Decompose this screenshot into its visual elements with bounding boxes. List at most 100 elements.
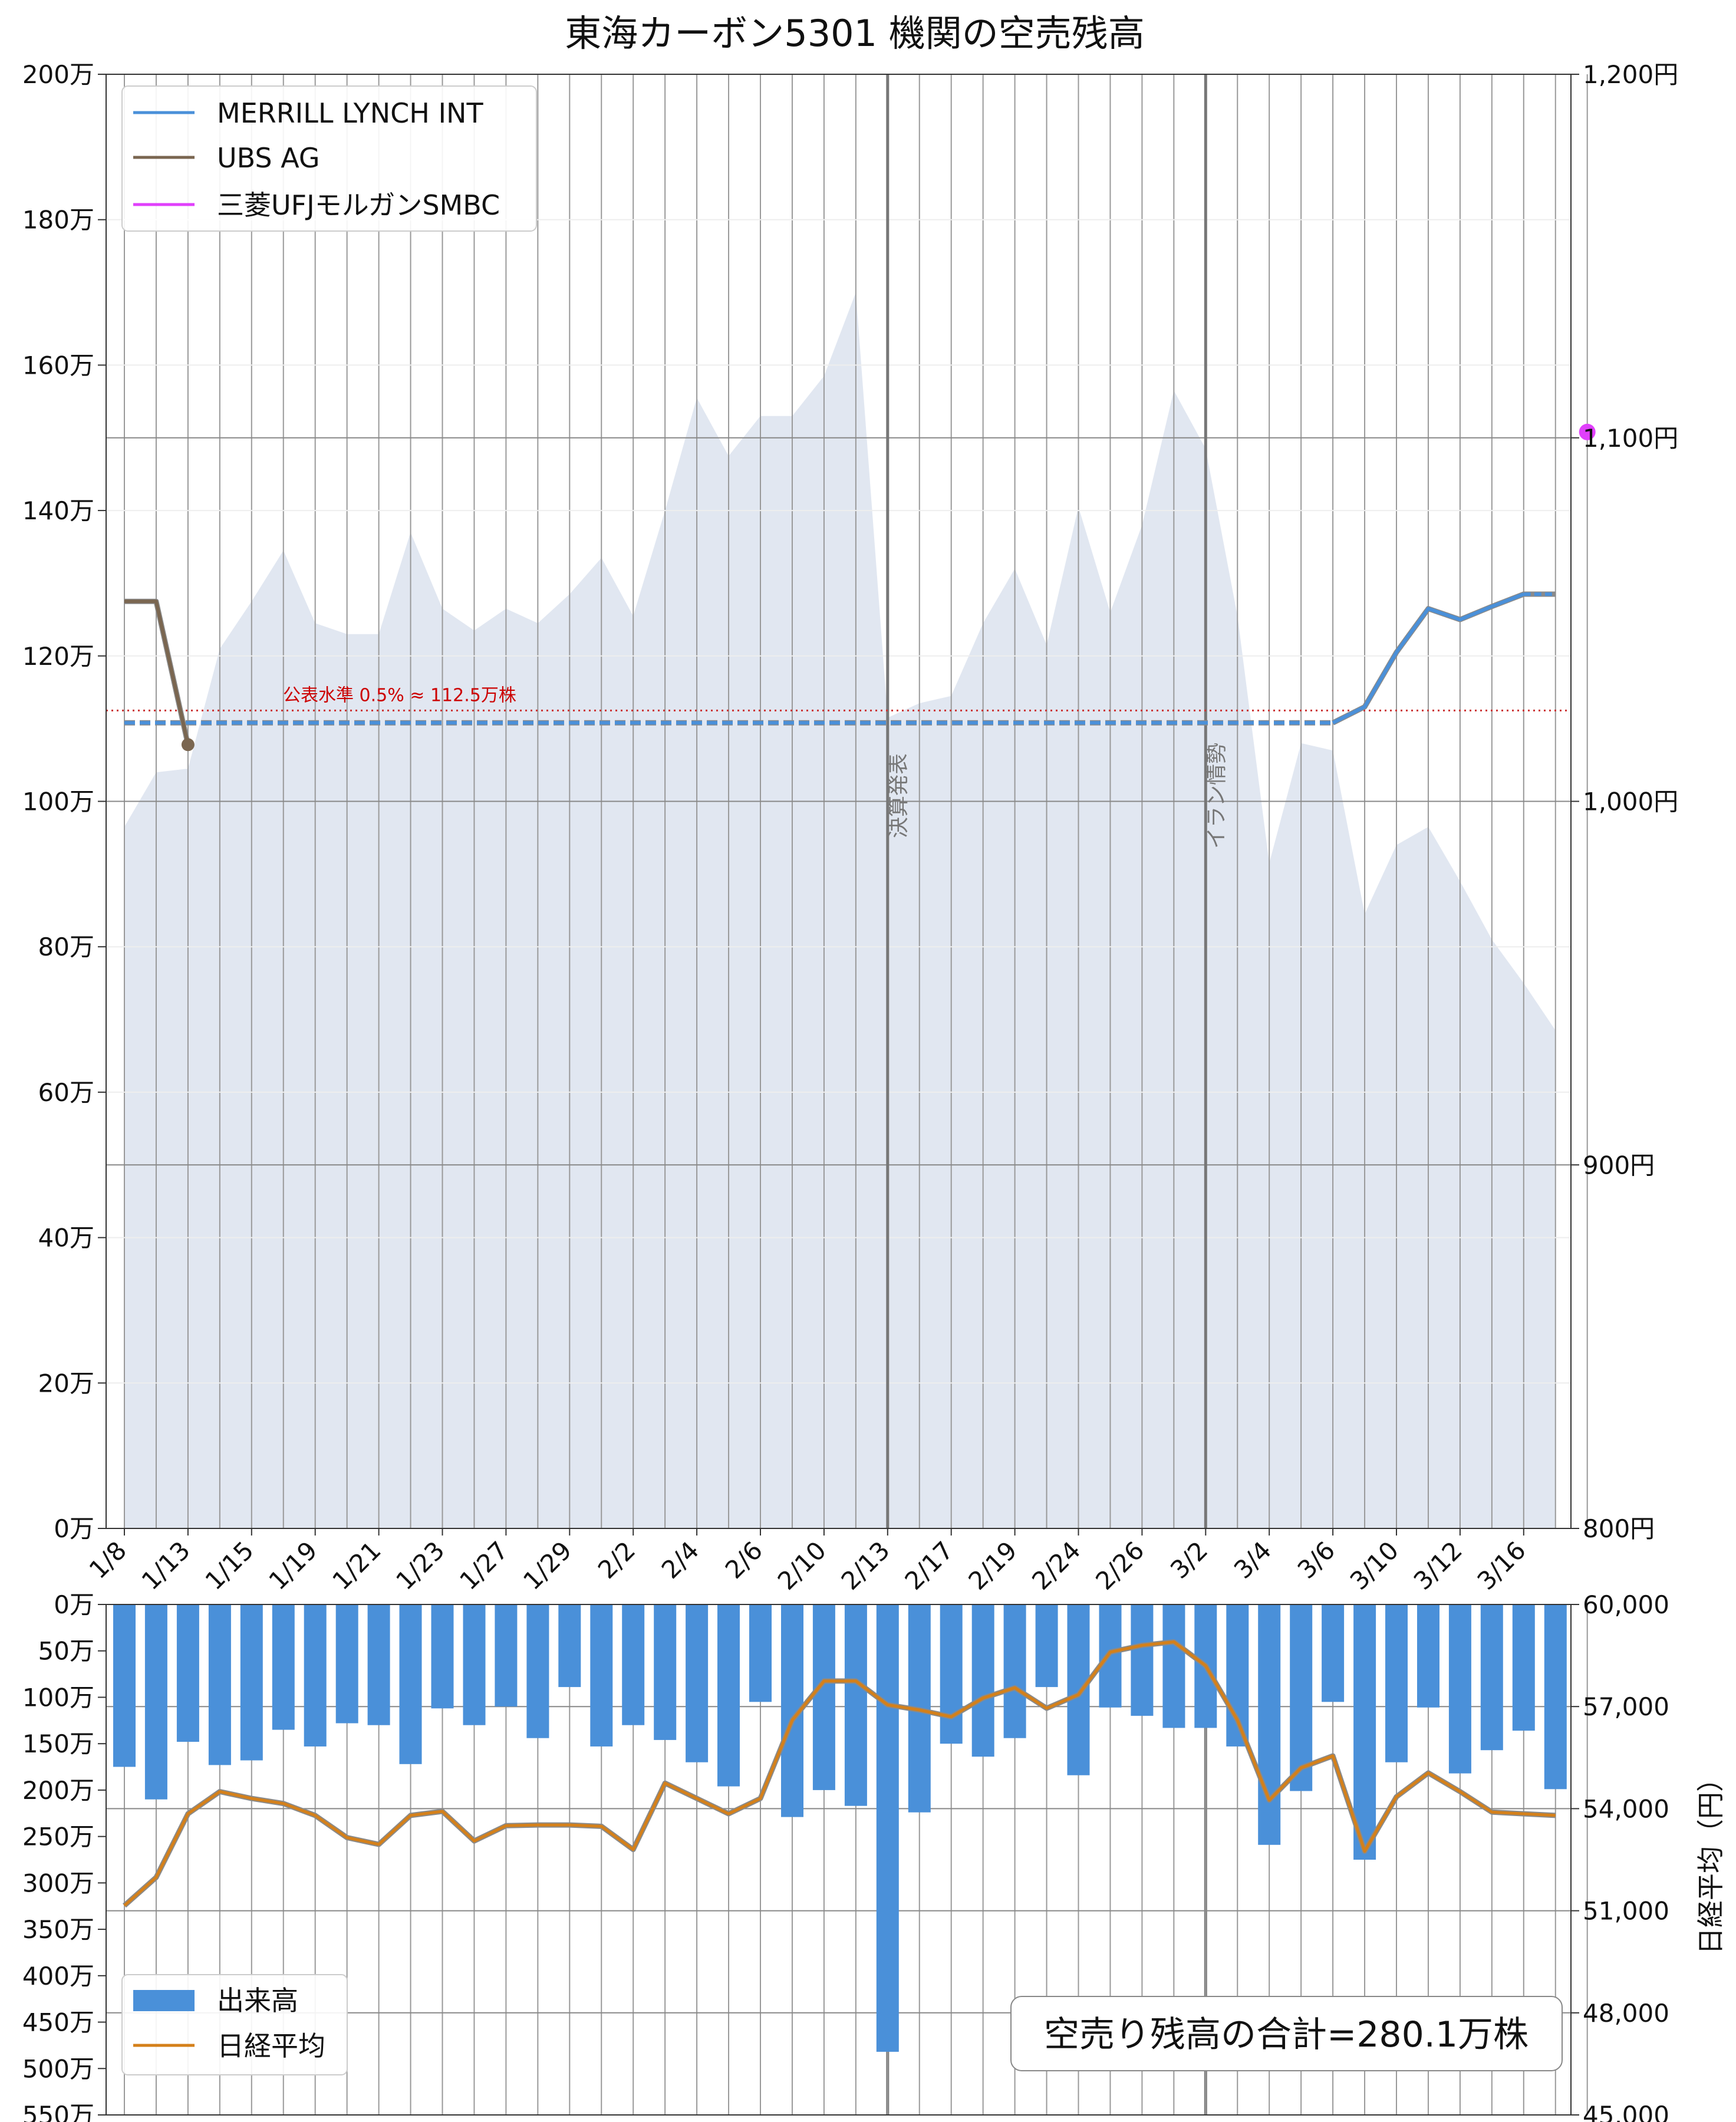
- volume-bar: [1290, 1604, 1313, 1791]
- volume-bar: [1353, 1604, 1376, 1860]
- volume-bar: [144, 1604, 167, 1800]
- volume-bar: [495, 1604, 518, 1707]
- volume-bars: [113, 1604, 1567, 2052]
- volume-bar: [335, 1604, 358, 1724]
- volume-bar: [1035, 1604, 1058, 1688]
- volume-bar: [1258, 1604, 1281, 1845]
- price-area: [124, 292, 1556, 1528]
- threshold-label: 公表水準 0.5% ≈ 112.5万株: [283, 685, 516, 706]
- volume-bar: [622, 1604, 645, 1725]
- bottom-y2-tick-label: 54,000: [1583, 1794, 1669, 1823]
- bottom-y-axis: 0万 50万 100万 150万 200万 250万 300万 350万 400万 450万 500…: [22, 1590, 106, 2122]
- bottom-y-tick-label: 500万: [22, 2054, 94, 2083]
- volume-bar: [1131, 1604, 1154, 1716]
- volume-bar: [1003, 1604, 1026, 1738]
- bottom-y-tick-label: 400万: [22, 1962, 94, 1991]
- top-y-tick-label: 100万: [22, 787, 94, 816]
- total-annotation: 空売り残高の合計=280.1万株: [1010, 1996, 1563, 2071]
- volume-bar: [272, 1604, 295, 1730]
- top-y-tick-label: 0万: [54, 1514, 94, 1543]
- volume-bar: [1322, 1604, 1345, 1702]
- legend-label-nikkei: 日経平均: [217, 2030, 325, 2062]
- volume-bar: [208, 1604, 231, 1765]
- top-y2-tick-label: 1,200円: [1583, 60, 1678, 89]
- volume-bar: [1448, 1604, 1471, 1774]
- volume-bar: [876, 1604, 899, 2052]
- volume-bar: [654, 1604, 677, 1740]
- legend-label-volume: 出来高: [217, 1985, 298, 2016]
- bottom-plot-frame: [106, 1604, 1572, 2116]
- volume-bar: [399, 1604, 422, 1764]
- volume-bar: [463, 1604, 486, 1725]
- legend-label-merrill: MERRILL LYNCH INT: [217, 97, 483, 129]
- top-y-tick-label: 20万: [38, 1369, 94, 1398]
- bottom-y2-tick-label: 45,000: [1583, 2101, 1669, 2122]
- top-y-axis: 0万 20万 40万 60万 80万 100万 120万 140万 160万 180万 200万: [22, 60, 106, 1543]
- top-y2-tick-label: 1,100円: [1583, 424, 1678, 453]
- top-y2-tick-label: 1,000円: [1583, 787, 1678, 816]
- bottom-y2-tick-label: 60,000: [1583, 1590, 1669, 1619]
- volume-bar: [590, 1604, 613, 1747]
- top-y2-tick-label: 900円: [1583, 1151, 1655, 1179]
- top-y-tick-label: 160万: [22, 351, 94, 380]
- volume-bar: [686, 1604, 709, 1762]
- top-legend: MERRILL LYNCH INT UBS AG 三菱UFJモルガンSMBC: [121, 85, 537, 232]
- nikkei-line-path: [123, 1640, 1556, 1907]
- volume-bar: [1544, 1604, 1567, 1790]
- volume-bar: [240, 1604, 263, 1761]
- total-annotation-text: 空売り残高の合計=280.1万株: [1044, 2014, 1529, 2055]
- bottom-y-tick-label: 50万: [38, 1637, 94, 1666]
- event-label: 決算発表: [887, 753, 911, 838]
- volume-bar: [1162, 1604, 1185, 1728]
- bottom-y2-label: 日経平均（円）: [1695, 1765, 1727, 1955]
- volume-bar: [1480, 1604, 1503, 1751]
- bottom-legend: 出来高 日経平均: [121, 1974, 348, 2075]
- legend-swatch-volume: [133, 1990, 195, 2011]
- merrill-solid-line: [1332, 592, 1524, 724]
- volume-bar: [367, 1604, 390, 1725]
- top-y2-axis: 800円 900円 1,000円 1,100円 1,200円: [1571, 60, 1678, 1543]
- volume-bar: [431, 1604, 454, 1709]
- bottom-y-tick-label: 300万: [22, 1869, 94, 1897]
- volume-bar: [940, 1604, 963, 1744]
- volume-bar: [717, 1604, 740, 1787]
- event-label: イラン情勢: [1204, 743, 1228, 849]
- volume-bar: [526, 1604, 549, 1738]
- bottom-y-tick-label: 350万: [22, 1915, 94, 1944]
- volume-bar: [1067, 1604, 1090, 1775]
- top-legend-box: [121, 85, 537, 232]
- chart-title: 東海カーボン5301 機関の空売残高: [565, 12, 1145, 55]
- volume-bar: [1417, 1604, 1439, 1708]
- bottom-y-tick-label: 150万: [22, 1729, 94, 1758]
- nikkei-line: [123, 1639, 1556, 1908]
- short-series: [124, 423, 1596, 752]
- volume-bar: [113, 1604, 136, 1767]
- ubs-line: [124, 599, 190, 745]
- top-y2-tick-label: 800円: [1583, 1514, 1655, 1543]
- volume-bar: [1512, 1604, 1535, 1731]
- volume-bar: [749, 1604, 772, 1702]
- volume-bar: [304, 1604, 327, 1747]
- top-y-tick-label: 60万: [38, 1078, 94, 1107]
- volume-bar: [971, 1604, 994, 1757]
- bottom-y-tick-label: 550万: [22, 2101, 94, 2122]
- top-y-tick-label: 80万: [38, 933, 94, 961]
- bottom-y-tick-label: 0万: [54, 1590, 94, 1619]
- top-y-tick-label: 40万: [38, 1224, 94, 1253]
- bottom-y-tick-label: 250万: [22, 1823, 94, 1851]
- threshold: 公表水準 0.5% ≈ 112.5万株: [106, 685, 1571, 711]
- ubs-end-marker: [181, 738, 195, 752]
- bottom-y2-tick-label: 57,000: [1583, 1692, 1669, 1721]
- volume-bar: [558, 1604, 581, 1688]
- bottom-y-tick-label: 200万: [22, 1776, 94, 1805]
- bottom-y2-axis: 45,000 48,000 51,000 54,000 57,000 60,000: [1571, 1590, 1669, 2122]
- top-y-tick-label: 200万: [22, 60, 94, 89]
- bottom-y2-tick-label: 51,000: [1583, 1897, 1669, 1926]
- bottom-y-tick-label: 100万: [22, 1683, 94, 1712]
- volume-bar: [176, 1604, 199, 1742]
- volume-bar: [1385, 1604, 1408, 1762]
- top-y-tick-label: 120万: [22, 642, 94, 671]
- event-lines: 決算発表 イラン情勢: [886, 74, 1228, 1528]
- total-annotation-box: [1010, 1996, 1563, 2071]
